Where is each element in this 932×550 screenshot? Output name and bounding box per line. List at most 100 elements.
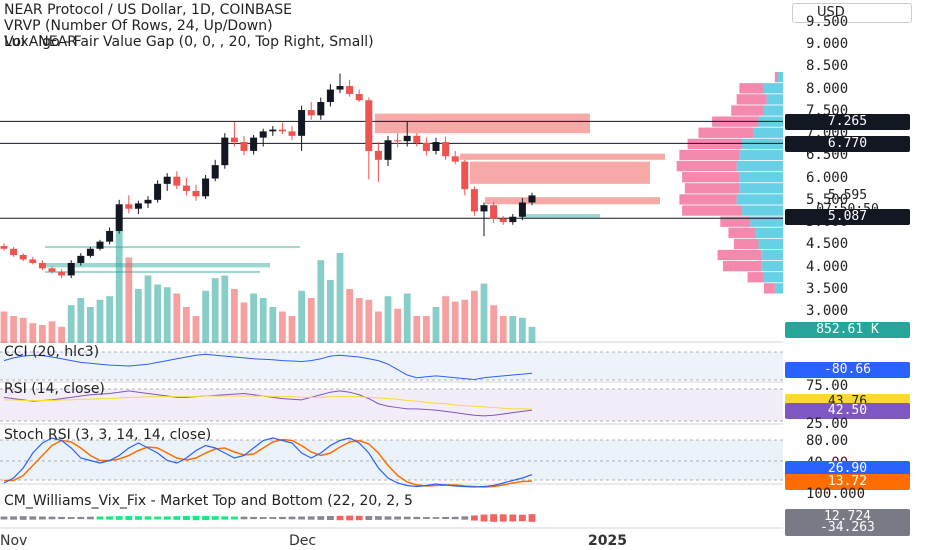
volume-bar xyxy=(413,316,421,343)
vix-fix-bar xyxy=(269,517,277,519)
price-axis-label: 3.500 xyxy=(806,280,849,297)
vix-fix-bar xyxy=(183,515,190,521)
volume-profile-down xyxy=(731,105,764,116)
volume-bar xyxy=(173,293,181,343)
volume-bar xyxy=(423,316,430,343)
volume-profile-down xyxy=(723,260,762,272)
volume-profile-down xyxy=(682,172,740,183)
volume-bar xyxy=(298,290,305,343)
candle-body xyxy=(221,137,229,166)
vix-fix-bar xyxy=(365,515,373,521)
currency-selector[interactable]: USD xyxy=(792,3,912,23)
volume-bar xyxy=(87,307,94,343)
candle-body xyxy=(240,142,248,151)
candle-body xyxy=(48,268,56,272)
vix-fix-bar xyxy=(442,516,449,520)
volume-bar xyxy=(115,230,123,343)
vix-fix-bar xyxy=(336,515,344,521)
stoch-legend[interactable]: Stoch RSI (3, 3, 14, 14, close) xyxy=(4,427,212,443)
volume-profile-down xyxy=(679,149,740,161)
volume-profile-down xyxy=(733,238,759,250)
candle-body xyxy=(384,140,392,160)
price-axis-label: 9.000 xyxy=(806,36,849,53)
candle-body xyxy=(355,94,363,101)
vix-fix-bar xyxy=(48,516,56,520)
volume-bar xyxy=(58,326,65,343)
volume-profile-up xyxy=(739,172,783,183)
candle-body xyxy=(77,255,85,263)
volume-bar xyxy=(490,305,497,343)
volume-legend[interactable]: Vol · NEAR xyxy=(4,34,77,50)
level-tag-a: 7.265 xyxy=(785,114,910,130)
vix-fix-bar xyxy=(96,516,104,520)
stoch-d-tag: 13.72 xyxy=(785,474,910,490)
volume-profile-down xyxy=(676,160,737,172)
vix-legend[interactable]: CM_Williams_Vix_Fix - Market Top and Bot… xyxy=(4,493,413,509)
candle-body xyxy=(499,218,507,223)
stoch-axis-top: 80.00 xyxy=(806,433,849,449)
volume-bar xyxy=(279,311,286,343)
volume-bar xyxy=(269,307,277,343)
vix-fix-bar xyxy=(173,516,181,520)
volume-profile-down xyxy=(747,272,764,283)
candle-body xyxy=(134,203,142,209)
volume-bar xyxy=(39,325,46,343)
price-axis-label: 6.000 xyxy=(806,169,849,186)
candle-body xyxy=(202,178,210,197)
volume-profile-up xyxy=(739,149,783,161)
volume-profile-down xyxy=(682,205,743,216)
vix-fix-bar xyxy=(423,517,430,519)
vix-fix-bar xyxy=(154,516,161,520)
volume-bar xyxy=(336,253,344,343)
currency-label: USD xyxy=(817,5,845,20)
price-axis-label: 4.500 xyxy=(806,236,849,253)
vix-fix-bar xyxy=(231,516,238,520)
volume-bar xyxy=(288,316,296,343)
fair-value-gap xyxy=(45,262,270,268)
vix-fix-bar xyxy=(355,515,363,521)
candle-body xyxy=(470,189,478,212)
candle-body xyxy=(96,241,104,249)
vix-fix-bar xyxy=(211,516,219,520)
candle-body xyxy=(278,129,286,132)
volume-bar xyxy=(183,307,190,343)
rsi-axis-bottom: 25.00 xyxy=(806,416,849,432)
rsi-legend[interactable]: RSI (14, close) xyxy=(4,381,105,397)
fvg-legend[interactable]: LuxAlgo - Fair Value Gap (0, 0, , 20, To… xyxy=(4,34,374,50)
vix-fix-bar xyxy=(346,515,353,521)
vix-fix-bar xyxy=(29,516,37,520)
vix-fix-bar xyxy=(394,516,401,520)
vix-fix-bar xyxy=(259,517,267,519)
volume-profile-down xyxy=(736,94,767,105)
cci-legend[interactable]: CCI (20, hlc3) xyxy=(4,344,100,360)
fair-value-gap xyxy=(470,161,650,184)
vix-fix-bar xyxy=(279,516,286,520)
vrvp-legend[interactable]: VRVP (Number Of Rows, 24, Up/Down) xyxy=(4,18,273,34)
candle-body xyxy=(298,110,306,136)
volume-bar xyxy=(451,301,459,343)
volume-bar xyxy=(125,257,133,343)
volume-bar xyxy=(240,302,248,343)
candle-body xyxy=(106,230,114,242)
candle-body xyxy=(432,142,440,151)
vix-fix-bar xyxy=(327,515,334,521)
volume-bar xyxy=(29,323,37,343)
vix-fix-bar xyxy=(0,516,8,520)
volume-bar xyxy=(48,321,56,343)
vix-fix-bar xyxy=(144,516,152,520)
candle-body xyxy=(10,248,18,255)
vix-fix-bar xyxy=(192,515,200,521)
volume-bar xyxy=(202,290,209,343)
stoch-k-tag: 26.90 xyxy=(785,461,910,477)
price-axis-label: 8.500 xyxy=(806,58,849,75)
vix-fix-bar xyxy=(480,514,488,522)
candle-body xyxy=(346,86,354,95)
volume-bar xyxy=(77,298,85,343)
fair-value-gap xyxy=(45,270,260,273)
candle-body xyxy=(38,262,46,269)
volume-profile-down xyxy=(763,283,775,294)
vix-fix-bar xyxy=(317,516,325,520)
vix-fix-bar xyxy=(250,516,257,520)
vix-fix-bar xyxy=(384,516,392,520)
